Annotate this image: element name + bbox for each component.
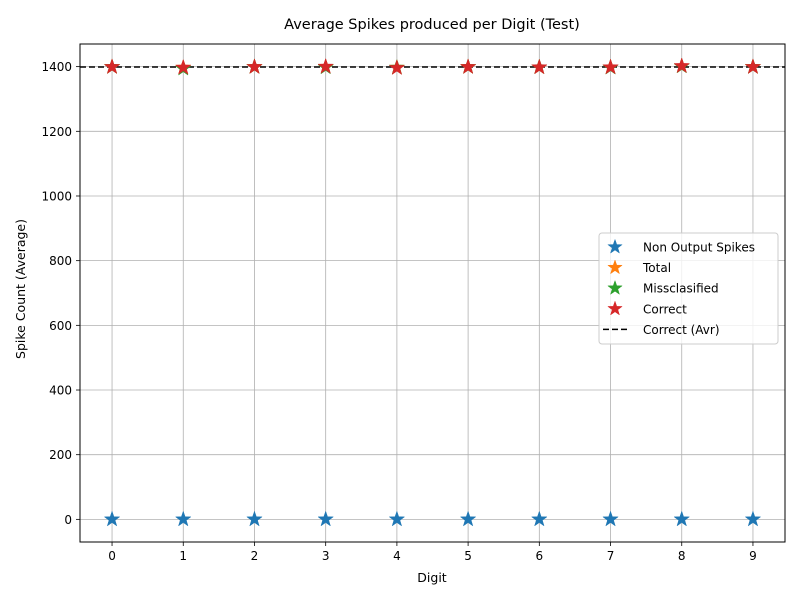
- legend-label: Correct: [643, 302, 687, 316]
- data-point: [317, 57, 335, 74]
- data-point: [103, 58, 121, 75]
- data-point: [530, 58, 548, 75]
- y-tick-label: 1000: [41, 189, 72, 203]
- data-point: [602, 510, 619, 527]
- x-tick-label: 5: [464, 549, 472, 563]
- data-point: [744, 58, 762, 75]
- legend-marker: [607, 259, 623, 275]
- x-axis-label: Digit: [417, 570, 447, 585]
- legend-marker: [607, 279, 623, 295]
- y-tick-label: 600: [49, 319, 72, 333]
- legend: Non Output Spikes Total Missclasified Corre…: [598, 232, 779, 345]
- series-total: [103, 57, 762, 75]
- y-tick-label: 1400: [41, 60, 72, 74]
- data-point: [246, 510, 263, 527]
- y-tick-label: 400: [49, 384, 72, 398]
- data-point: [388, 59, 406, 76]
- x-tick-label: 0: [108, 549, 116, 563]
- data-point: [174, 510, 192, 527]
- x-tick-label: 4: [393, 549, 401, 563]
- legend-marker: [607, 300, 623, 316]
- chart-title: Average Spikes produced per Digit (Test): [284, 17, 580, 33]
- data-point: [602, 58, 619, 75]
- x-tick-label: 8: [678, 549, 686, 563]
- data-point: [174, 58, 192, 75]
- y-axis-label: Spike Count (Average): [13, 219, 28, 359]
- x-tick-label: 9: [749, 549, 757, 563]
- series-non-output-spikes: [103, 510, 762, 527]
- data-point: [673, 510, 691, 527]
- y-tick-label: 800: [49, 254, 72, 268]
- data-point: [530, 510, 548, 527]
- data-point: [459, 58, 477, 75]
- legend-label: Non Output Spikes: [643, 241, 755, 255]
- legend-label: Total: [642, 261, 671, 275]
- series-correct: [103, 57, 762, 76]
- legend-box: [598, 232, 779, 345]
- data-point: [388, 510, 406, 527]
- data-point: [103, 510, 121, 527]
- y-tick-label: 200: [49, 448, 72, 462]
- data-point: [317, 510, 335, 527]
- x-tick-label: 3: [322, 549, 330, 563]
- axes: 0 1 2 3 4 5 6 7 8 9 0 200 400 600 800 1000 1200 1400: [41, 43, 786, 563]
- data-point: [744, 510, 762, 527]
- legend-label: Correct (Avr): [643, 323, 720, 337]
- data-point: [459, 510, 477, 527]
- legend-marker: [607, 238, 623, 254]
- data-point: [673, 57, 691, 74]
- plot-frame: [79, 43, 786, 543]
- data-point: [246, 58, 263, 75]
- x-tick-label: 6: [535, 549, 543, 563]
- legend-label: Missclasified: [643, 282, 719, 296]
- y-tick-label: 0: [64, 513, 72, 527]
- x-tick-label: 7: [607, 549, 615, 563]
- data-points-layer: [103, 57, 762, 527]
- x-tick-label: 2: [251, 549, 259, 563]
- y-tick-label: 1200: [41, 125, 72, 139]
- x-tick-label: 1: [179, 549, 187, 563]
